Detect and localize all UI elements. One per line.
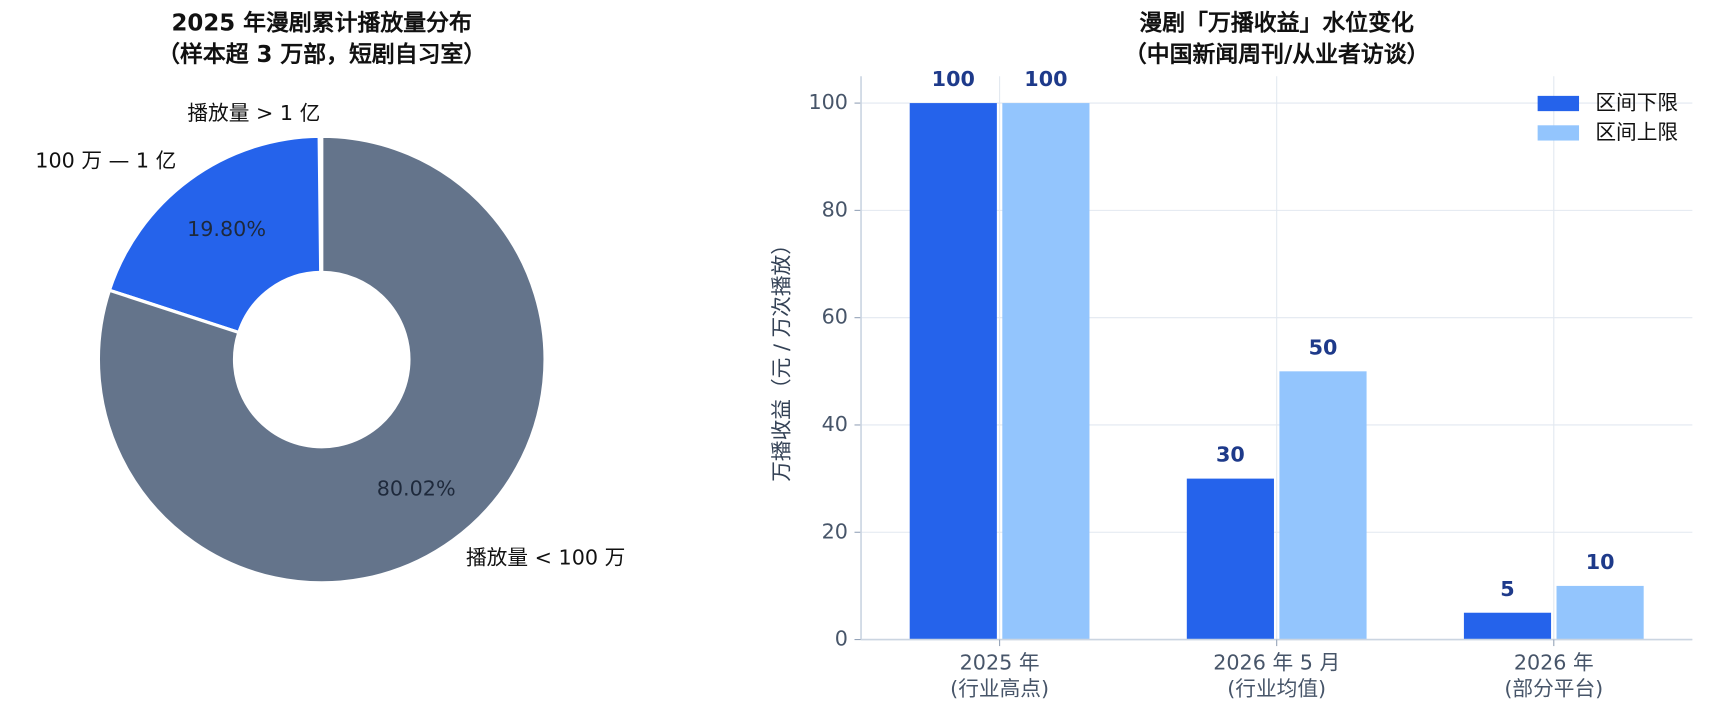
bar [1002, 103, 1090, 640]
pie-slice [107, 134, 323, 335]
y-tick-label: 20 [822, 519, 848, 543]
bar [1186, 478, 1274, 640]
bar [909, 103, 997, 640]
legend-label: 区间下限 [1595, 91, 1678, 115]
value-label: 80.02% [377, 477, 456, 501]
value-label: 5 [1500, 577, 1514, 601]
y-tick-label: 60 [822, 305, 848, 329]
x-tick-label: (行业均值) [1227, 677, 1326, 701]
legend-swatch [1537, 125, 1580, 141]
chart-title: （中国新闻周刊/从业者访谈） [1124, 41, 1430, 68]
y-tick-label: 100 [808, 90, 848, 114]
y-tick-label: 40 [822, 412, 848, 436]
y-tick-label: 0 [835, 627, 848, 651]
slice-label: 播放量 < 100 万 [466, 545, 625, 569]
bar [1463, 612, 1552, 640]
x-tick-label: (部分平台) [1504, 677, 1603, 701]
bar [1279, 371, 1367, 640]
value-label: 100 [1024, 67, 1067, 91]
value-label: 30 [1216, 443, 1245, 467]
x-tick-label: 2026 年 [1514, 651, 1594, 675]
y-tick-label: 80 [822, 197, 848, 221]
value-label: 10 [1586, 550, 1615, 574]
bar [1556, 585, 1644, 640]
x-tick-label: 2026 年 5 月 [1213, 651, 1340, 675]
legend-swatch [1537, 95, 1580, 112]
slice-label: 100 万 — 1 亿 [35, 149, 176, 173]
x-tick-label: 2025 年 [960, 651, 1040, 675]
chart-title: 漫剧「万播收益」水位变化 [1139, 9, 1414, 36]
value-label: 19.80% [187, 217, 266, 241]
y-axis-label: 万播收益（元 / 万次播放） [770, 234, 794, 482]
pie-slice [96, 134, 547, 585]
chart-title: 2025 年漫剧累计播放量分布 [172, 9, 472, 36]
legend-label: 区间上限 [1595, 120, 1678, 144]
x-tick-label: (行业高点) [950, 677, 1049, 701]
slice-label: 播放量 > 1 亿 [187, 101, 320, 125]
value-label: 50 [1309, 335, 1338, 359]
chart-title: （样本超 3 万部，短剧自习室） [157, 41, 486, 68]
value-label: 100 [932, 67, 975, 91]
